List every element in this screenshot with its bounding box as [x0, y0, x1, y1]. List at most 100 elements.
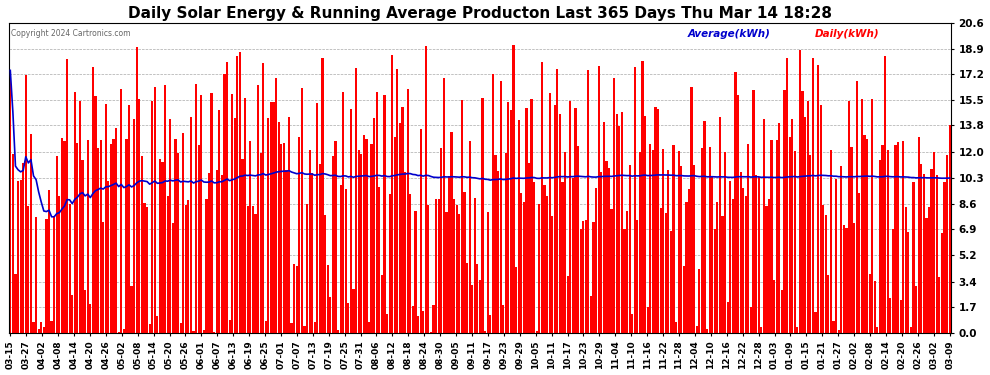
Bar [73, 92, 76, 333]
Bar [657, 109, 659, 333]
Bar [38, 329, 40, 333]
Bar [9, 70, 12, 333]
Bar [381, 275, 383, 333]
Bar [841, 166, 842, 333]
Bar [926, 218, 928, 333]
Bar [659, 208, 661, 333]
Bar [590, 296, 592, 333]
Bar [50, 321, 52, 333]
Bar [879, 160, 881, 333]
Bar [151, 100, 153, 333]
Bar [298, 137, 300, 333]
Bar [600, 172, 602, 333]
Bar [242, 159, 244, 333]
Bar [598, 66, 600, 333]
Bar [316, 103, 319, 333]
Bar [324, 215, 327, 333]
Bar [634, 67, 636, 333]
Bar [639, 152, 642, 333]
Bar [858, 194, 860, 333]
Bar [833, 321, 835, 333]
Bar [561, 182, 563, 333]
Bar [296, 266, 298, 333]
Bar [574, 108, 576, 333]
Bar [505, 153, 507, 333]
Bar [672, 145, 674, 333]
Bar [489, 315, 491, 333]
Bar [251, 206, 254, 333]
Bar [244, 99, 247, 333]
Bar [71, 295, 73, 333]
Bar [68, 204, 70, 333]
Bar [347, 303, 349, 333]
Bar [280, 144, 282, 333]
Bar [680, 166, 682, 333]
Bar [185, 204, 187, 333]
Bar [515, 267, 517, 333]
Bar [487, 212, 489, 333]
Bar [683, 266, 685, 333]
Bar [247, 206, 248, 333]
Bar [388, 194, 391, 333]
Bar [894, 144, 897, 333]
Bar [438, 199, 440, 333]
Bar [845, 228, 847, 333]
Bar [48, 190, 50, 333]
Bar [907, 232, 910, 333]
Bar [587, 70, 589, 333]
Bar [497, 171, 499, 333]
Bar [494, 156, 497, 333]
Bar [786, 58, 788, 333]
Bar [897, 141, 899, 333]
Bar [123, 329, 125, 333]
Bar [391, 55, 393, 333]
Bar [714, 230, 716, 333]
Bar [115, 128, 117, 333]
Bar [507, 102, 510, 333]
Bar [770, 140, 772, 333]
Bar [343, 92, 345, 333]
Text: Average(kWh): Average(kWh) [687, 29, 770, 39]
Bar [443, 78, 445, 333]
Bar [762, 119, 765, 333]
Bar [484, 331, 486, 333]
Bar [20, 180, 22, 333]
Bar [264, 321, 267, 333]
Bar [447, 176, 450, 333]
Bar [327, 265, 329, 333]
Bar [757, 177, 759, 333]
Bar [928, 207, 930, 333]
Bar [719, 117, 721, 333]
Bar [55, 156, 57, 333]
Bar [92, 67, 94, 333]
Bar [548, 93, 550, 333]
Bar [306, 204, 308, 333]
Bar [460, 100, 463, 333]
Bar [830, 150, 832, 333]
Bar [216, 170, 218, 333]
Bar [948, 125, 950, 333]
Bar [322, 58, 324, 333]
Bar [422, 311, 425, 333]
Bar [198, 145, 200, 333]
Bar [441, 148, 443, 333]
Bar [254, 214, 256, 333]
Bar [613, 78, 615, 333]
Bar [778, 123, 780, 333]
Bar [314, 321, 316, 333]
Bar [884, 56, 886, 333]
Bar [79, 101, 81, 333]
Bar [698, 268, 700, 333]
Bar [730, 181, 732, 333]
Bar [435, 200, 438, 333]
Bar [211, 93, 213, 333]
Bar [900, 300, 902, 333]
Bar [229, 320, 231, 333]
Bar [887, 150, 889, 333]
Bar [471, 285, 473, 333]
Bar [182, 133, 184, 333]
Bar [224, 75, 226, 333]
Bar [520, 193, 523, 333]
Bar [164, 86, 166, 333]
Bar [100, 140, 102, 333]
